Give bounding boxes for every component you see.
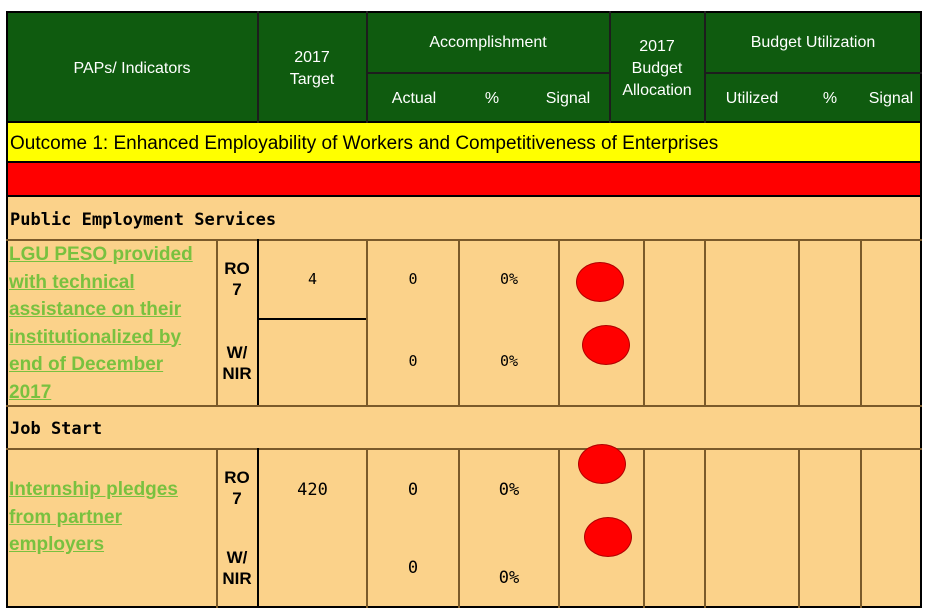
header-actual: Actual — [391, 90, 437, 107]
indicator-link[interactable]: Internship pledges from partner employer… — [9, 476, 219, 559]
unit-label: W/ NIR — [218, 342, 256, 384]
header-bu-signal: Signal — [868, 90, 914, 107]
header-budget-year: 2017 — [639, 38, 675, 55]
signal-red-indicator — [578, 444, 626, 484]
header-paps-indicators: PAPs/ Indicators — [73, 60, 191, 77]
indicator-link[interactable]: LGU PESO provided with technical assista… — [9, 241, 219, 406]
actual-value: 0 — [407, 480, 419, 500]
indicator-line: with technical — [9, 271, 135, 293]
outcome-banner: Outcome 1: Enhanced Employability of Wor… — [6, 123, 922, 161]
section-title: Job Start — [10, 419, 103, 439]
indicator-line: Internship pledges — [9, 479, 178, 500]
header-target: 2017 Target — [259, 47, 365, 91]
percent-value: 0% — [498, 568, 520, 588]
actual-value: 0 — [407, 558, 419, 578]
indicator-line: end of December — [9, 354, 164, 375]
percent-value: 0% — [498, 480, 520, 500]
unit-line: NIR — [222, 364, 252, 383]
indicator-line: employers — [9, 534, 105, 555]
unit-line: RO — [224, 468, 250, 487]
target-value: 420 — [297, 480, 328, 500]
table-body — [6, 197, 922, 608]
indicator-line: assistance on their — [9, 299, 182, 320]
unit-label: RO 7 — [218, 258, 256, 300]
unit-line: W/ — [226, 343, 248, 362]
unit-line: 7 — [232, 280, 242, 299]
indicator-line: institutionalized by — [9, 326, 182, 348]
percent-value: 0% — [499, 270, 519, 288]
unit-line: NIR — [222, 569, 252, 588]
actual-value: 0 — [408, 352, 418, 370]
table-header — [6, 11, 922, 123]
header-percent: % — [484, 90, 500, 107]
header-bu-percent: % — [822, 90, 838, 107]
header-utilized: Utilized — [725, 90, 779, 107]
indicator-line: from partner — [9, 506, 122, 528]
header-budget-label: Budget — [631, 60, 683, 77]
percent-value: 0% — [499, 352, 519, 370]
header-budget-utilization: Budget Utilization — [750, 34, 876, 51]
target-value: 4 — [307, 270, 318, 288]
header-signal: Signal — [545, 90, 591, 107]
header-target-year: 2017 — [294, 49, 330, 66]
section-title: Public Employment Services — [10, 210, 277, 230]
unit-label: W/ NIR — [218, 547, 256, 589]
signal-red-indicator — [576, 262, 624, 302]
unit-line: 7 — [232, 489, 242, 508]
unit-line: RO — [224, 259, 250, 278]
actual-value: 0 — [408, 270, 418, 288]
signal-red-indicator — [584, 517, 632, 557]
header-budget-allocation: 2017 Budget Allocation — [611, 36, 703, 102]
red-band — [6, 161, 922, 197]
indicator-line: 2017 — [9, 381, 52, 403]
outcome-text: Outcome 1: Enhanced Employability of Wor… — [10, 133, 719, 154]
header-target-label: Target — [289, 71, 335, 88]
indicator-line: LGU PESO provided — [9, 244, 193, 265]
header-allocation-label: Allocation — [622, 82, 692, 99]
header-accomplishment: Accomplishment — [429, 34, 547, 51]
unit-line: W/ — [226, 548, 248, 567]
signal-red-indicator — [582, 325, 630, 365]
unit-label: RO 7 — [218, 467, 256, 509]
